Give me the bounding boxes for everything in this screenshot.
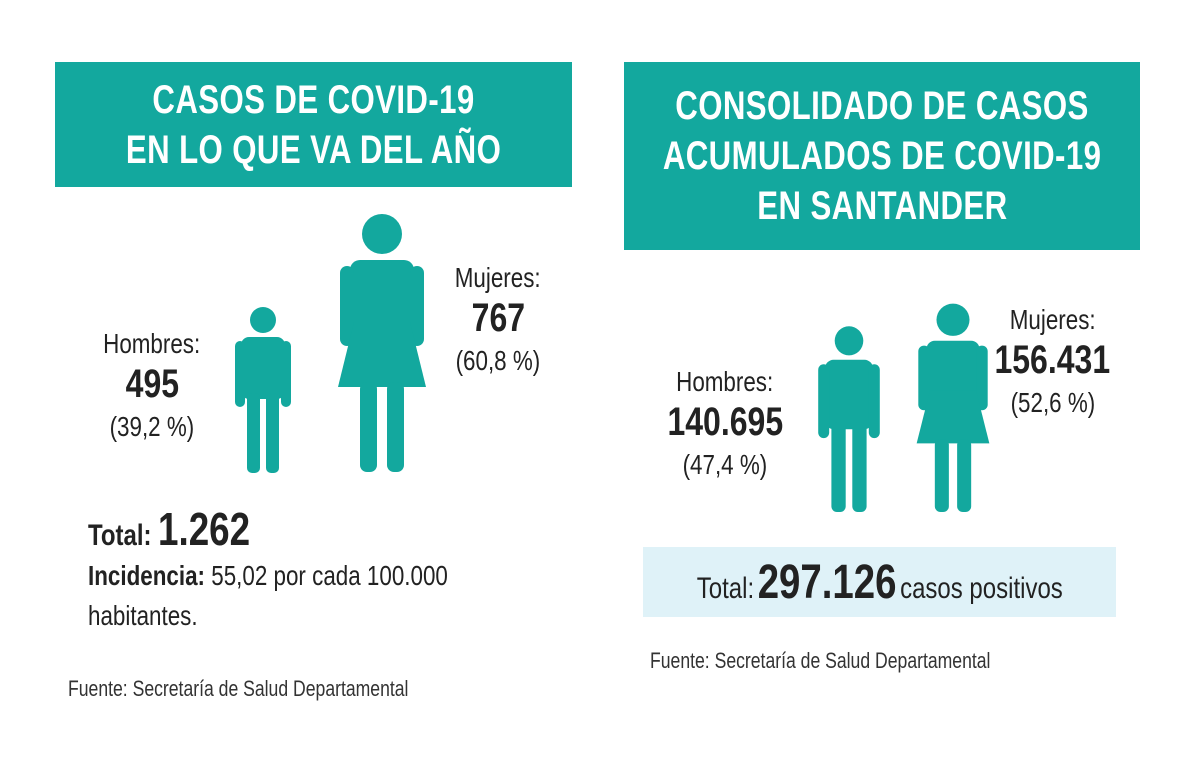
right-source: Fuente: Secretaría de Salud Departamenta… <box>650 648 991 673</box>
right-title-line: CONSOLIDADO DE CASOS <box>675 84 1089 128</box>
right-women-stats: Mujeres: 156.431 (52,6 %) <box>965 304 1140 419</box>
incidence-label: Incidencia: <box>88 560 206 591</box>
left-title-line: CASOS DE COVID-19 <box>152 77 475 122</box>
total-value: 297.126 <box>757 555 897 609</box>
left-men-stats: Hombres: 495 (39,2 %) <box>72 328 232 443</box>
incidence-text: 55,02 por cada 100.000 <box>211 560 448 591</box>
women-value: 156.431 <box>994 338 1111 382</box>
women-percent: (60,8 %) <box>455 345 541 376</box>
men-value: 495 <box>125 362 179 406</box>
man-icon <box>818 326 880 512</box>
left-total: Total: 1.262 <box>88 502 273 556</box>
incidence-text-2: habitantes. <box>88 600 198 631</box>
women-value: 767 <box>471 296 525 340</box>
total-value: 1.262 <box>157 503 250 555</box>
women-percent: (52,6 %) <box>1010 387 1095 418</box>
men-percent: (47,4 %) <box>682 449 768 480</box>
left-women-stats: Mujeres: 767 (60,8 %) <box>418 262 578 377</box>
total-label: Total: <box>88 519 152 552</box>
man-icon <box>235 307 291 473</box>
right-men-stats: Hombres: 140.695 (47,4 %) <box>640 366 810 481</box>
left-title-line: EN LO QUE VA DEL AÑO <box>125 127 502 172</box>
right-title-banner: CONSOLIDADO DE CASOS ACUMULADOS DE COVID… <box>624 62 1140 250</box>
women-label: Mujeres: <box>1009 304 1096 335</box>
woman-icon <box>338 214 426 472</box>
left-source: Fuente: Secretaría de Salud Departamenta… <box>68 676 409 701</box>
right-title-line: EN SANTANDER <box>756 184 1008 228</box>
total-label: Total: <box>696 571 754 605</box>
women-label: Mujeres: <box>455 262 541 293</box>
men-label: Hombres: <box>676 366 774 397</box>
right-title-line: ACUMULADOS DE COVID-19 <box>662 134 1102 178</box>
woman-icon <box>916 303 990 512</box>
left-incidence: Incidencia: 55,02 por cada 100.000 <box>88 560 588 592</box>
men-value: 140.695 <box>667 400 783 444</box>
left-title-banner: CASOS DE COVID-19 EN LO QUE VA DEL AÑO <box>55 62 572 187</box>
men-percent: (39,2 %) <box>109 411 195 442</box>
total-suffix: casos positivos <box>899 571 1063 605</box>
men-label: Hombres: <box>103 328 201 359</box>
right-total-box: Total: 297.126 casos positivos <box>643 547 1116 617</box>
